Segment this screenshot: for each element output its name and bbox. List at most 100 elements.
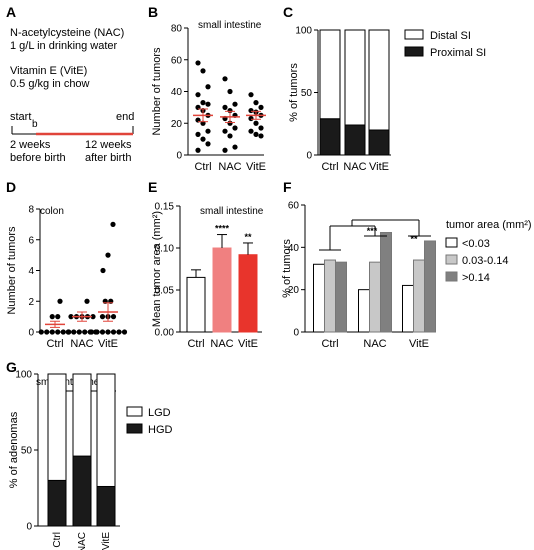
panel-c-bar-distal (319, 29, 341, 120)
panel-c-x-tick-label: NAC (343, 161, 366, 173)
panel-g-legend-swatch-hgd (126, 423, 143, 434)
panel-b-data-point (222, 76, 228, 82)
panel-d-data-point (121, 329, 128, 335)
panel-f-x-tick-label: NAC (363, 338, 386, 350)
panel-c-x-tick-label: Ctrl (321, 161, 338, 173)
panel-f-y-axis-label: % of tumors (281, 239, 293, 298)
panel-b-data-point (227, 133, 233, 139)
panel-b-data-point (205, 128, 211, 134)
panel-e-chart: 0.00 0.05 0.10 0.15 Ctrl NAC VitE Mean tumor ar… (151, 202, 264, 351)
panel-b-data-point (232, 125, 238, 131)
panel-e-y-tick-label: 0.10 (155, 244, 175, 255)
timeline-right-caption-1: 12 weeks (85, 139, 132, 151)
panel-c-chart: 0 50 100 Ctrl NAC VitE % of tumors Distal SI Pro… (288, 26, 486, 174)
panel-f-bar (313, 263, 325, 333)
panel-c-legend-label-proximal: Proximal SI (430, 47, 486, 59)
panel-letter-d: D (6, 179, 16, 195)
panel-g-x-tick-label: Ctrl (52, 532, 63, 548)
panel-c-y-axis-label: % of tumors (288, 63, 300, 122)
panel-b-data-point (248, 128, 254, 134)
treatment-line-5: 0.5 g/kg in chow (10, 78, 90, 90)
panel-d-data-point (68, 314, 74, 320)
panel-e-bar (212, 247, 232, 333)
panel-a-protocol: N-acetylcysteine (NAC) 1 g/L in drinking… (10, 27, 134, 164)
panel-b-data-point (227, 88, 233, 95)
timeline-left-caption-1: 2 weeks (10, 139, 51, 151)
panel-f-bar (380, 232, 392, 333)
panel-d-data-point (88, 329, 95, 335)
panel-d-data-point (49, 314, 55, 320)
panel-letter-e: E (148, 179, 157, 195)
panel-b-y-tick-label: 20 (171, 119, 183, 130)
panel-d-data-point (110, 329, 117, 335)
panel-c-y-tick-label: 50 (301, 88, 313, 99)
panel-d-data-point (49, 329, 55, 335)
panel-b-data-point (248, 92, 254, 98)
panel-e-significance: ** (244, 232, 252, 242)
panel-d-data-point (57, 298, 63, 304)
panel-b-data-point (253, 100, 259, 106)
panel-d-y-tick-label: 2 (28, 297, 34, 308)
panel-g-bar-hgd (96, 485, 116, 527)
panel-letter-a: A (6, 4, 16, 20)
panel-c-legend-swatch-distal (404, 29, 424, 40)
panel-c-legend-label-distal: Distal SI (430, 30, 471, 42)
panel-b-data-point (258, 133, 264, 139)
panel-b-y-tick-label: 80 (171, 24, 183, 35)
timeline-start-label: start (10, 111, 31, 123)
panel-d-x-tick-label: VitE (98, 338, 118, 350)
panel-g-y-axis-label: % of adenomas (8, 411, 20, 488)
treatment-line-4: Vitamin E (VitE) (10, 65, 87, 77)
panel-d-data-point (110, 221, 116, 227)
panel-g-legend-swatch-lgd (126, 406, 143, 417)
panel-d-data-point (55, 314, 61, 320)
panel-b-data-point (253, 131, 259, 137)
panel-letter-g: G (6, 359, 17, 375)
panel-f-bar (335, 261, 347, 333)
panel-d-data-point (99, 329, 106, 335)
treatment-line-1: N-acetylcysteine (NAC) (10, 27, 124, 39)
panel-d-x-tick-label: Ctrl (46, 338, 63, 350)
panel-f-y-tick-label: 40 (288, 243, 300, 254)
panel-f-y-tick-label: 0 (293, 328, 299, 339)
panel-d-chart: 0 2 4 6 8 Ctrl NAC VitE Number of tumors colon (6, 205, 128, 350)
panel-f-legend-label: <0.03 (462, 238, 490, 250)
panel-e-significance: **** (215, 224, 230, 234)
panel-c-bar-distal (344, 29, 366, 126)
panel-d-data-point (100, 267, 106, 274)
panel-d-y-tick-label: 4 (28, 266, 34, 277)
panel-d-y-tick-label: 0 (28, 328, 34, 339)
panel-g-chart: 0 50 100 Ctrl NAC VitE % of adenomas small inte… (8, 370, 173, 550)
panel-b-data-point (200, 136, 206, 142)
panel-c-bar-proximal (368, 129, 390, 156)
panel-b-data-point (195, 131, 201, 137)
panel-b-data-point (258, 125, 264, 131)
panel-e-title: small intestine (200, 206, 264, 217)
panel-b-x-tick-label: NAC (218, 161, 241, 173)
panel-b-data-point (200, 68, 206, 74)
panel-b-x-tick-label: VitE (246, 161, 266, 173)
panel-f-bar (413, 259, 425, 333)
panel-e-y-tick-label: 0.15 (155, 202, 175, 213)
panel-b-data-point (195, 147, 201, 153)
panel-f-y-tick-label: 20 (288, 285, 300, 296)
panel-b-data-point (227, 120, 233, 126)
panel-e-x-tick-label: VitE (238, 338, 258, 350)
timeline-end-label: end (116, 111, 134, 123)
panel-b-x-tick-label: Ctrl (194, 161, 211, 173)
panel-f-bar (369, 261, 381, 333)
panel-f-bar (324, 259, 336, 333)
panel-d-x-tick-label: NAC (70, 338, 93, 350)
panel-d-data-point (38, 329, 44, 335)
panel-g-y-tick-label: 0 (26, 522, 32, 533)
panel-d-data-point (84, 298, 90, 304)
panel-f-significance: *** (367, 226, 378, 236)
panel-g-x-tick-label: NAC (77, 532, 88, 550)
panel-c-legend-swatch-proximal (404, 46, 424, 57)
panel-d-data-point (71, 329, 77, 335)
panel-f-x-tick-label: Ctrl (321, 338, 338, 350)
panel-b-data-point (222, 104, 228, 110)
panel-d-data-point (60, 329, 66, 335)
panel-e-y-axis-label: Mean tumor area (mm²) (151, 211, 163, 327)
